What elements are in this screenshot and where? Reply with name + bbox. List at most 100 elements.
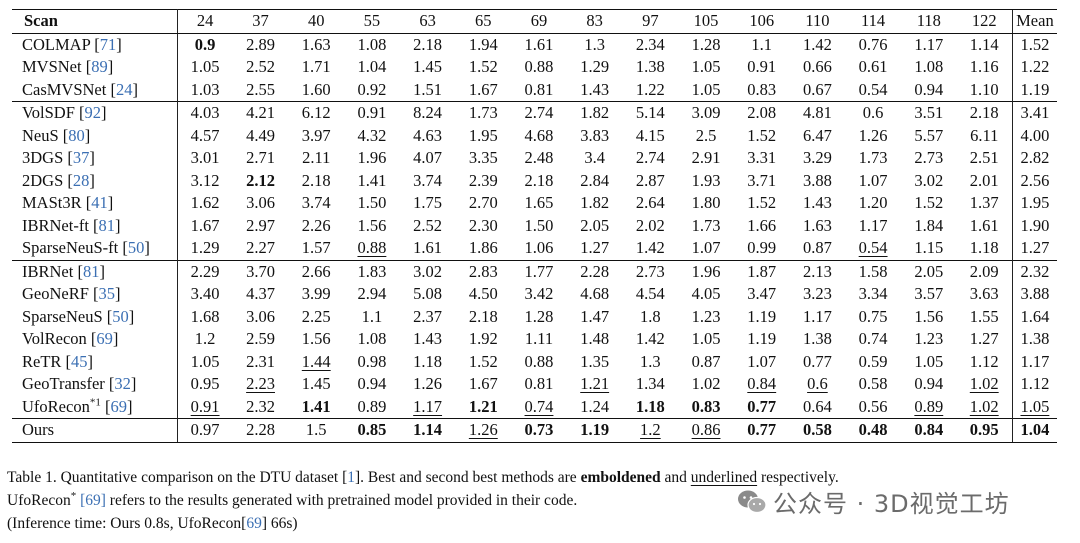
citation-link[interactable]: 50 (112, 306, 129, 326)
value-cell: 1.41 (301, 396, 331, 416)
citation-link[interactable]: 37 (72, 148, 90, 168)
wechat-icon (738, 490, 767, 513)
citation-link[interactable]: 81 (82, 261, 100, 281)
value-cell: 2.25 (301, 306, 331, 326)
value-cell: 0.88 (524, 351, 554, 371)
value-cell: 3.29 (802, 148, 832, 168)
value-cell: 0.73 (511, 418, 567, 443)
value-cell: 1.2 (622, 418, 679, 443)
citation-link[interactable]: 32 (114, 374, 131, 394)
scan-column-header: 40 (288, 9, 345, 34)
value-cell: 4.05 (691, 284, 721, 304)
mean-cell: 2.32 (1011, 259, 1057, 283)
value-cell: 0.74 (858, 329, 888, 349)
value-cell: 2.74 (635, 148, 665, 168)
watermark: 公众号 · 3D视觉工坊 (737, 484, 1010, 519)
citation-link[interactable]: 92 (84, 103, 102, 123)
value-cell: 2.51 (969, 148, 999, 168)
value-cell: 3.71 (747, 170, 777, 190)
value-cell: 1.52 (747, 193, 777, 213)
method-name: COLMAP [71] (12, 33, 178, 56)
value-cell: 1.19 (747, 329, 777, 349)
scan-column-header: 97 (622, 9, 679, 34)
value-cell: 1.94 (468, 34, 498, 54)
value-cell: 0.89 (914, 396, 944, 416)
value-cell: 2.28 (232, 418, 289, 443)
value-cell: 4.03 (177, 101, 233, 125)
header-row: Scan 24 37 40 55 63 65 69 83 97 105 106 110 114 118 12… (12, 9, 1057, 34)
citation-link[interactable]: 35 (98, 284, 116, 304)
citation-link[interactable]: 50 (127, 238, 145, 258)
citation-link[interactable]: 24 (115, 79, 133, 99)
value-cell: 1.42 (635, 329, 665, 349)
value-cell: 1.75 (413, 193, 443, 213)
method-name: NeuS [80] (12, 124, 178, 147)
scan-column-header: 65 (455, 9, 512, 34)
mean-cell: 4.00 (1011, 124, 1057, 147)
citation-link[interactable]: 69 (110, 396, 127, 416)
citation-link[interactable]: 28 (72, 170, 90, 190)
value-cell: 3.51 (900, 101, 957, 125)
value-cell: 6.11 (970, 125, 999, 145)
results-table: Scan 24 37 40 55 63 65 69 83 97 105 106 110 114 118 12… (12, 9, 1057, 443)
citation-link[interactable]: 69 (96, 329, 113, 349)
value-cell: 4.54 (635, 284, 665, 304)
value-cell: 1.73 (455, 101, 512, 125)
value-cell: 2.12 (246, 170, 275, 190)
mean-cell: 3.41 (1011, 101, 1057, 125)
value-cell: 4.63 (413, 125, 443, 145)
value-cell: 2.27 (246, 238, 275, 258)
table-row: MVSNet [89] 1.05 2.52 1.71 1.04 1.45 1.52 0.88 1… (12, 56, 1057, 79)
value-cell: 1.50 (357, 193, 387, 213)
value-cell: 0.81 (524, 374, 554, 394)
value-cell: 1.04 (357, 57, 387, 77)
value-cell: 1.43 (413, 329, 443, 349)
method-name: 3DGS [37] (12, 147, 178, 170)
value-cell: 2.05 (900, 259, 957, 283)
citation-link[interactable]: 41 (91, 193, 108, 213)
value-cell: 1.05 (691, 57, 721, 77)
mean-cell: 1.27 (1011, 237, 1057, 260)
value-cell: 0.86 (678, 418, 734, 443)
value-cell: 1.18 (635, 396, 665, 416)
citation-link[interactable]: 71 (99, 34, 117, 54)
value-cell: 1.10 (969, 79, 999, 99)
value-cell: 1.38 (635, 57, 665, 77)
value-cell: 1.17 (858, 215, 888, 235)
value-cell: 1.23 (691, 306, 721, 326)
value-cell: 3.83 (580, 125, 610, 145)
table-row: 3DGS [37] 3.01 2.71 2.11 1.96 4.07 3.35 2.48 3.4… (12, 147, 1057, 170)
value-cell: 1.23 (914, 329, 944, 349)
value-cell: 2.70 (468, 193, 498, 213)
value-cell: 3.47 (747, 284, 777, 304)
value-cell: 1.77 (511, 259, 567, 283)
value-cell: 1.35 (580, 351, 610, 371)
value-cell: 0.91 (190, 396, 220, 416)
value-cell: 1.71 (301, 57, 331, 77)
scan-column-header: 24 (177, 9, 233, 34)
citation-link[interactable]: 45 (71, 351, 88, 371)
citation-link[interactable]: 89 (91, 57, 108, 77)
value-cell: 2.84 (580, 170, 610, 190)
table-row: VolSDF [92] 4.03 4.21 6.12 0.91 8.24 1.73 2.74 1… (12, 101, 1057, 125)
value-cell: 1.52 (468, 57, 498, 77)
value-cell: 1.84 (914, 215, 944, 235)
value-cell: 0.6 (807, 374, 828, 394)
value-cell: 4.32 (357, 125, 387, 145)
value-cell: 1.18 (413, 351, 443, 371)
value-cell: 0.75 (858, 306, 888, 326)
value-cell: 0.91 (747, 57, 777, 77)
citation-link[interactable]: 81 (98, 215, 116, 235)
value-cell: 1.44 (301, 351, 331, 371)
value-cell: 1.96 (678, 259, 734, 283)
value-cell: 1.21 (580, 374, 610, 394)
citation-link[interactable]: 80 (68, 125, 85, 145)
table-row: SparseNeuS-ft [50] 1.29 2.27 1.57 0.88 1.61 1.… (12, 237, 1057, 260)
value-cell: 4.68 (580, 284, 610, 304)
scan-column-header: 63 (399, 9, 456, 34)
citation-link[interactable]: 1 (347, 469, 355, 486)
mean-cell: 1.38 (1011, 328, 1057, 351)
value-cell: 3.88 (802, 170, 832, 190)
citation-link[interactable]: 69 (246, 515, 262, 532)
citation-link[interactable]: [69] (80, 492, 106, 509)
